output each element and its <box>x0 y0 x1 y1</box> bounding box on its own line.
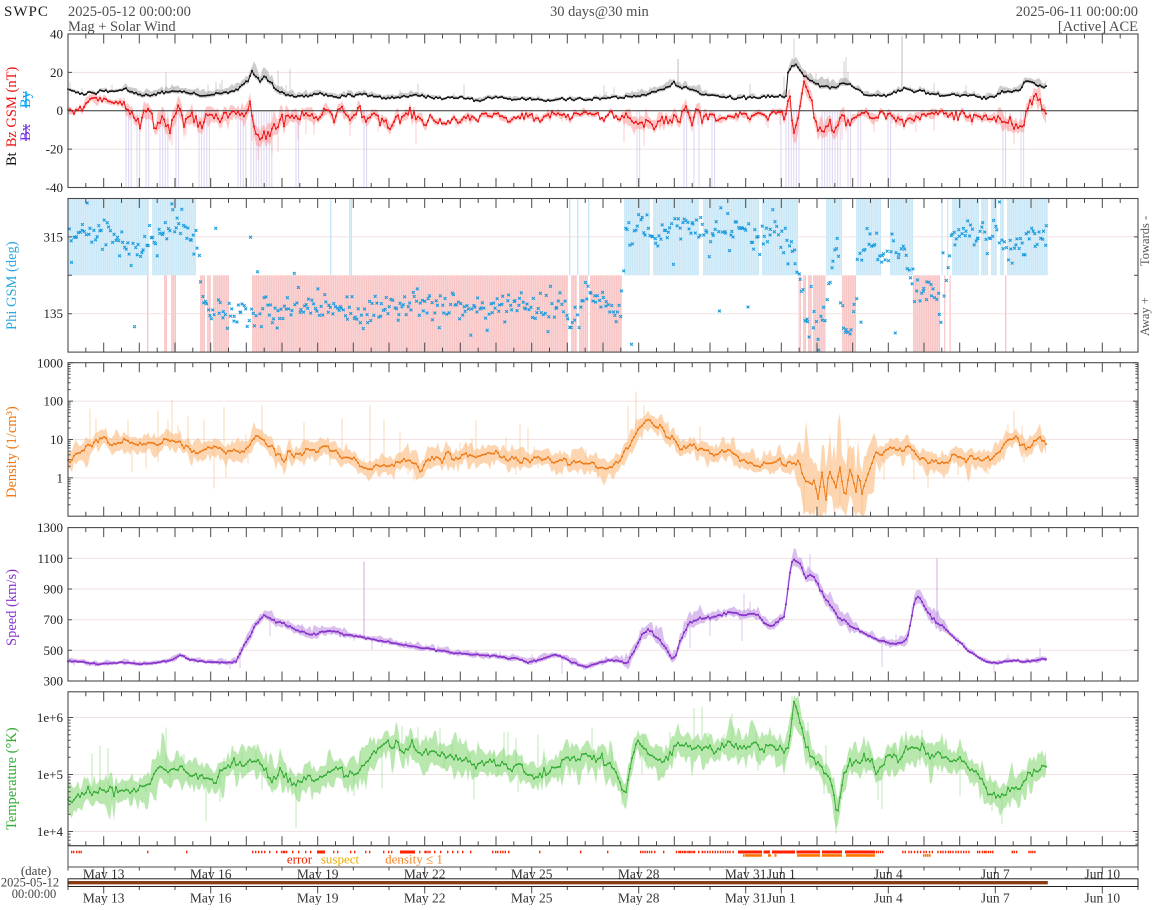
svg-text:May 22: May 22 <box>404 866 446 881</box>
svg-text:700: 700 <box>44 612 64 627</box>
svg-text:[Active] ACE: [Active] ACE <box>1058 19 1138 35</box>
svg-text:suspect: suspect <box>321 852 360 867</box>
svg-text:May 22: May 22 <box>404 891 446 906</box>
svg-text:Mag + Solar Wind: Mag + Solar Wind <box>68 19 176 35</box>
svg-text:May 19: May 19 <box>297 891 339 906</box>
svg-text:0: 0 <box>57 103 64 118</box>
svg-text:500: 500 <box>44 643 64 658</box>
svg-text:00:00:00: 00:00:00 <box>12 887 56 901</box>
svg-text:May 13: May 13 <box>83 866 125 881</box>
svg-text:1e+5: 1e+5 <box>37 767 63 782</box>
svg-text:1000: 1000 <box>37 355 63 370</box>
svg-text:-20: -20 <box>46 142 63 157</box>
svg-text:Away +: Away + <box>1138 297 1152 336</box>
svg-text:40: 40 <box>50 27 63 42</box>
svg-text:Speed (km/s): Speed (km/s) <box>4 569 20 646</box>
svg-text:Jun 4: Jun 4 <box>874 891 903 906</box>
svg-text:900: 900 <box>44 582 64 597</box>
svg-text:Phi GSM (deg): Phi GSM (deg) <box>4 241 20 330</box>
svg-text:1100: 1100 <box>37 551 63 566</box>
svg-text:300: 300 <box>44 674 64 689</box>
svg-text:May 31: May 31 <box>725 891 767 906</box>
svg-text:10: 10 <box>50 432 63 447</box>
svg-text:315: 315 <box>44 229 64 244</box>
svg-text:BtBz GSM (nT): BtBz GSM (nT) <box>4 67 20 166</box>
svg-text:May 28: May 28 <box>618 891 660 906</box>
svg-text:May 31: May 31 <box>725 866 767 881</box>
svg-text:135: 135 <box>44 306 64 321</box>
svg-text:2025-05-12: 2025-05-12 <box>1 876 59 890</box>
svg-text:Jun 10: Jun 10 <box>1084 891 1120 906</box>
svg-text:Jun 4: Jun 4 <box>874 866 903 881</box>
svg-text:Towards -: Towards - <box>1138 216 1152 266</box>
svg-text:-40: -40 <box>46 180 63 195</box>
svg-text:1e+6: 1e+6 <box>37 710 64 725</box>
svg-text:(date): (date) <box>21 863 51 878</box>
svg-text:2025-05-12 00:00:00: 2025-05-12 00:00:00 <box>68 4 191 20</box>
svg-text:May 13: May 13 <box>83 891 125 906</box>
svg-text:Jun 7: Jun 7 <box>981 891 1010 906</box>
svg-text:20: 20 <box>50 65 63 80</box>
svg-text:2025-06-11 00:00:00: 2025-06-11 00:00:00 <box>1016 4 1138 20</box>
svg-text:30 days@30 min: 30 days@30 min <box>550 4 649 20</box>
svg-text:May 25: May 25 <box>511 891 553 906</box>
svg-text:May 16: May 16 <box>190 866 232 881</box>
svg-text:Bx: Bx <box>18 123 34 141</box>
svg-text:Jun 10: Jun 10 <box>1084 866 1120 881</box>
svg-text:May 16: May 16 <box>190 891 232 906</box>
svg-text:1e+4: 1e+4 <box>37 824 64 839</box>
svg-text:1: 1 <box>57 470 64 485</box>
svg-text:density ≤ 1: density ≤ 1 <box>385 852 443 867</box>
svg-text:Jun 1: Jun 1 <box>767 891 796 906</box>
svg-text:100: 100 <box>44 394 64 409</box>
svg-text:SWPC: SWPC <box>4 4 49 20</box>
svg-text:May 19: May 19 <box>297 866 339 881</box>
svg-text:May 25: May 25 <box>511 866 553 881</box>
svg-text:May 28: May 28 <box>618 866 660 881</box>
svg-text:error: error <box>287 852 313 867</box>
svg-text:Temperature (°K): Temperature (°K) <box>4 727 20 830</box>
svg-text:Density (1/cm³): Density (1/cm³) <box>4 406 20 498</box>
svg-text:Jun 1: Jun 1 <box>767 866 796 881</box>
svg-text:1300: 1300 <box>37 520 63 535</box>
svg-text:Jun 7: Jun 7 <box>981 866 1010 881</box>
svg-text:By: By <box>18 90 34 108</box>
